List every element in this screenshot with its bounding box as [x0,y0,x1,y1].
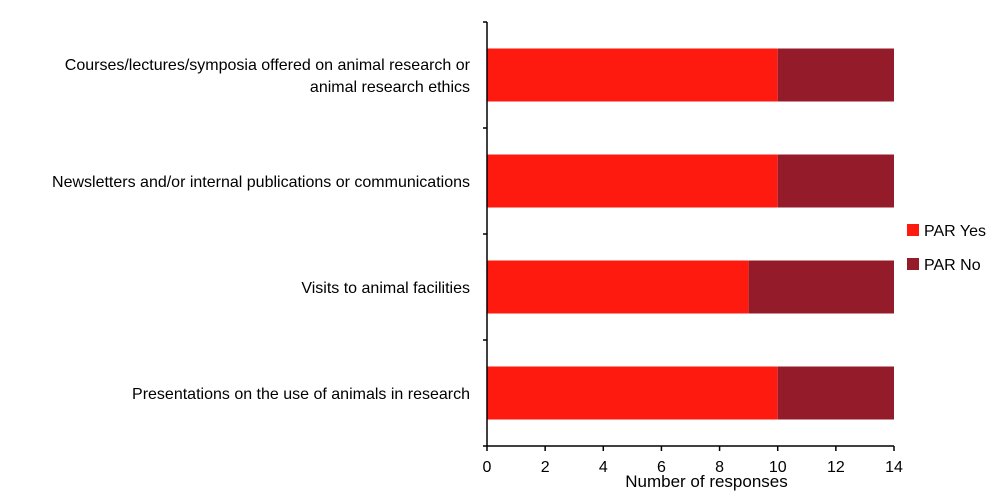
legend-swatch-par-no [907,258,919,270]
x-tick-label: 14 [885,459,903,476]
bar-par-yes-2 [487,154,778,208]
bar-par-no-4 [777,366,894,420]
x-tick-label: 2 [541,459,550,476]
bar-par-yes-3 [487,260,749,314]
bar-par-yes-1 [487,48,778,102]
x-tick-label: 0 [483,459,492,476]
category-labels-group: Courses/lectures/symposia offered on ani… [52,57,471,403]
category-label-line: Courses/lectures/symposia offered on ani… [65,57,471,74]
x-tick-label: 10 [769,459,787,476]
bars-group [487,48,894,420]
legend-swatch-par-yes [907,224,919,236]
axes-group [483,21,894,447]
category-label: Presentations on the use of animals in r… [132,386,470,403]
category-label: Courses/lectures/symposia offered on ani… [65,57,471,96]
bar-par-no-3 [748,260,894,314]
x-axis-title: Number of responses [625,472,788,491]
legend-label-par-no: PAR No [924,257,981,274]
x-tick-label: 4 [599,459,608,476]
legend: PAR Yes PAR No [907,223,986,274]
legend-label-par-yes: PAR Yes [924,223,986,240]
category-label: Visits to animal facilities [301,280,470,297]
bar-par-yes-4 [487,366,778,420]
bar-par-no-2 [777,154,894,208]
category-label: Newsletters and/or internal publications… [52,174,470,191]
category-label-line: animal research ethics [310,79,470,96]
x-tick-label: 8 [715,459,724,476]
x-ticks-group: 0 2 4 6 8 10 12 14 [483,446,903,476]
bar-par-no-1 [777,48,894,102]
x-tick-label: 6 [657,459,666,476]
x-tick-label: 12 [827,459,845,476]
